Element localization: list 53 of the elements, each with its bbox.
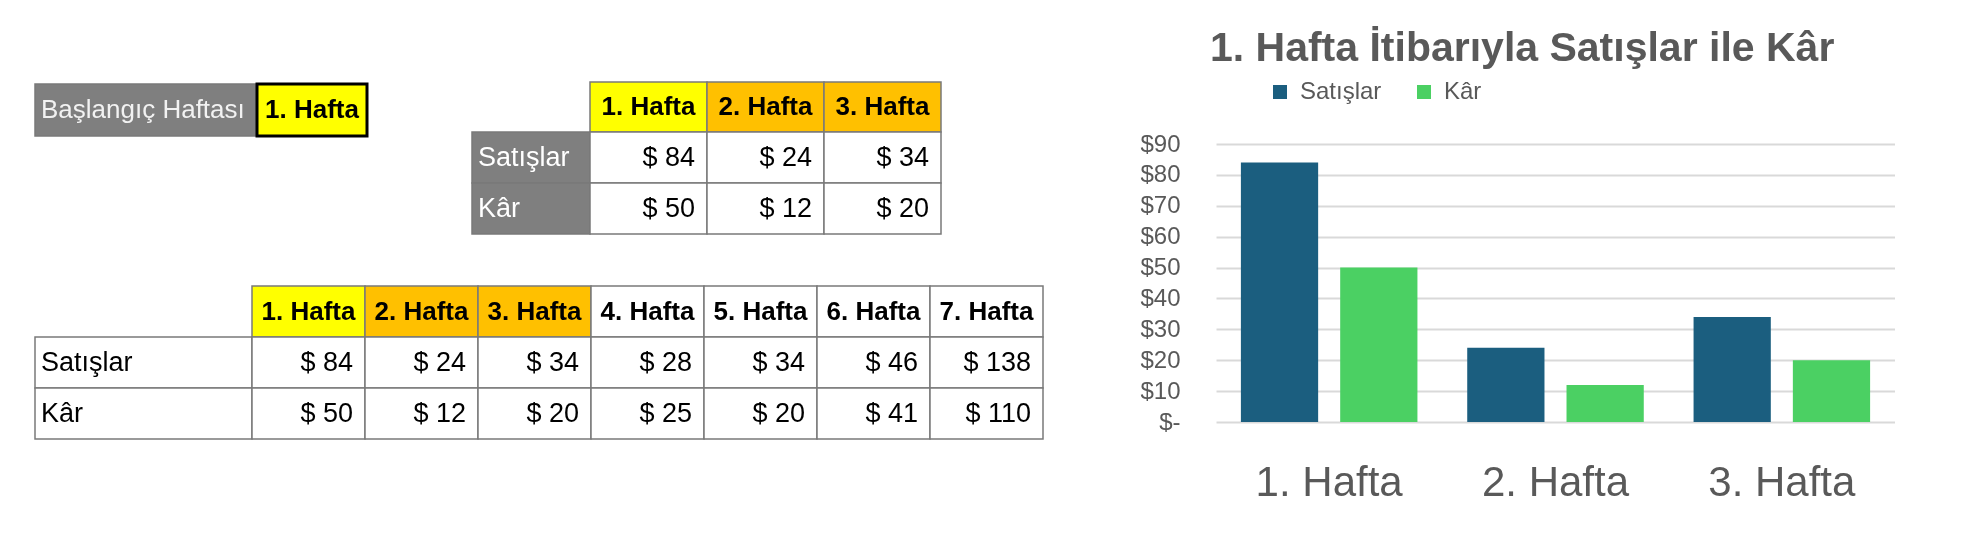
y-tick-label: $20 bbox=[1140, 345, 1181, 373]
x-tick-label: 2. Hafta bbox=[1481, 457, 1630, 505]
bar bbox=[1693, 316, 1771, 422]
y-tick-label: $40 bbox=[1140, 283, 1181, 311]
bar bbox=[1566, 384, 1644, 422]
x-tick-label: 1. Hafta bbox=[261, 295, 356, 326]
x-tick-label: 4. Hafta bbox=[600, 295, 695, 326]
y-tick-label: $- bbox=[1159, 407, 1181, 435]
x-tick-label: 1. Hafta bbox=[601, 91, 696, 121]
bar bbox=[1792, 360, 1871, 422]
y-tick-label: $80 bbox=[1140, 160, 1181, 188]
x-tick-label: 3. Hafta bbox=[1708, 457, 1857, 505]
data-label: $ 24 bbox=[413, 346, 466, 377]
text: Başlangıç Haftası bbox=[41, 94, 245, 124]
bar bbox=[1340, 267, 1418, 422]
data-label: $ 20 bbox=[876, 192, 929, 223]
data-label: $ 34 bbox=[876, 141, 929, 172]
y-tick-label: $60 bbox=[1140, 222, 1181, 250]
data-label: $ 84 bbox=[642, 141, 695, 172]
y-tick-label: $90 bbox=[1140, 129, 1181, 157]
y-tick-label: $10 bbox=[1140, 376, 1181, 404]
data-label: $ 41 bbox=[865, 397, 918, 428]
data-label: $ 84 bbox=[300, 346, 353, 377]
data-label: $ 20 bbox=[526, 397, 579, 428]
data-label: $ 50 bbox=[642, 192, 695, 223]
data-label: $ 28 bbox=[639, 346, 692, 377]
x-tick-label: 2. Hafta bbox=[718, 91, 813, 121]
data-label: $ 34 bbox=[752, 346, 805, 377]
legend-label: Kâr bbox=[1444, 77, 1482, 104]
x-tick-label: 3. Hafta bbox=[835, 91, 930, 121]
x-tick-label: 5. Hafta bbox=[713, 295, 808, 326]
data-label: $ 12 bbox=[759, 192, 812, 223]
x-tick-label: 2. Hafta bbox=[374, 295, 469, 326]
data-label: $ 34 bbox=[526, 346, 579, 377]
y-tick-label: $30 bbox=[1140, 314, 1181, 342]
data-label: $ 138 bbox=[963, 346, 1031, 377]
data-label: $ 46 bbox=[865, 346, 918, 377]
data-label: $ 50 bbox=[300, 397, 353, 428]
y-tick-label: $50 bbox=[1140, 253, 1181, 281]
y-tick-label: $70 bbox=[1140, 191, 1181, 219]
x-tick-label: 6. Hafta bbox=[826, 295, 921, 326]
data-label: $ 24 bbox=[759, 141, 812, 172]
x-tick-label: 1. Hafta bbox=[1255, 457, 1404, 505]
legend-label: Satışlar bbox=[1300, 77, 1382, 104]
bar bbox=[1240, 162, 1319, 422]
data-label: $ 20 bbox=[752, 397, 805, 428]
bar bbox=[1467, 347, 1545, 422]
chart-title: 1. Hafta İtibarıyla Satışlar ile Kâr bbox=[1209, 24, 1835, 70]
data-label: $ 110 bbox=[965, 397, 1031, 428]
data-label: $ 12 bbox=[413, 397, 466, 428]
x-tick-label: 7. Hafta bbox=[939, 295, 1034, 326]
data-label: $ 25 bbox=[639, 397, 692, 428]
x-tick-label: 3. Hafta bbox=[487, 295, 582, 326]
